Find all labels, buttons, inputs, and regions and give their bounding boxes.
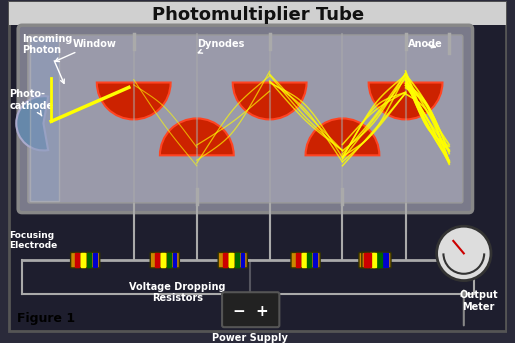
Bar [367,253,371,267]
FancyBboxPatch shape [222,292,279,327]
Bar [241,253,245,267]
Text: Focusing
Electrode: Focusing Electrode [9,231,58,250]
Bar [223,253,227,267]
Wedge shape [369,83,442,119]
Bar [370,253,373,267]
FancyBboxPatch shape [71,252,100,268]
Wedge shape [305,118,380,155]
Text: Photomultiplier Tube: Photomultiplier Tube [152,5,364,24]
Bar [229,253,233,267]
Circle shape [437,226,491,281]
Text: −: − [232,304,245,319]
Text: Output
Meter: Output Meter [459,290,497,312]
Text: Anode: Anode [407,39,442,49]
Bar [81,253,85,267]
Bar [155,253,159,267]
Text: Window: Window [55,39,117,61]
Wedge shape [97,83,170,119]
Text: +: + [255,304,268,319]
Bar [379,253,382,267]
Bar [384,253,388,267]
FancyBboxPatch shape [30,37,59,201]
FancyBboxPatch shape [28,35,463,203]
Text: Dynodes: Dynodes [197,39,245,53]
Text: Incoming
Photon: Incoming Photon [22,34,73,83]
Wedge shape [160,118,234,155]
Bar [296,253,300,267]
FancyBboxPatch shape [359,252,388,268]
Bar [307,253,312,267]
Bar [167,253,170,267]
FancyBboxPatch shape [218,252,247,268]
Bar [364,253,368,267]
Bar [76,253,79,267]
FancyBboxPatch shape [18,25,473,213]
Bar [235,253,238,267]
Bar [173,253,177,267]
FancyBboxPatch shape [9,2,506,331]
Text: Photo-
cathode: Photo- cathode [9,89,54,116]
Text: Figure 1: Figure 1 [17,312,75,325]
Bar [87,253,91,267]
FancyBboxPatch shape [291,252,320,268]
FancyBboxPatch shape [362,252,391,268]
Text: Voltage Dropping
Resistors: Voltage Dropping Resistors [129,282,226,303]
Bar [372,253,376,267]
FancyBboxPatch shape [150,252,179,268]
FancyBboxPatch shape [9,2,506,25]
Bar [375,253,380,267]
Text: Power Supply: Power Supply [212,333,288,343]
Bar [93,253,97,267]
Wedge shape [16,96,48,151]
Wedge shape [233,83,306,119]
Bar [313,253,317,267]
Bar [161,253,165,267]
Bar [381,253,385,267]
Bar [302,253,305,267]
